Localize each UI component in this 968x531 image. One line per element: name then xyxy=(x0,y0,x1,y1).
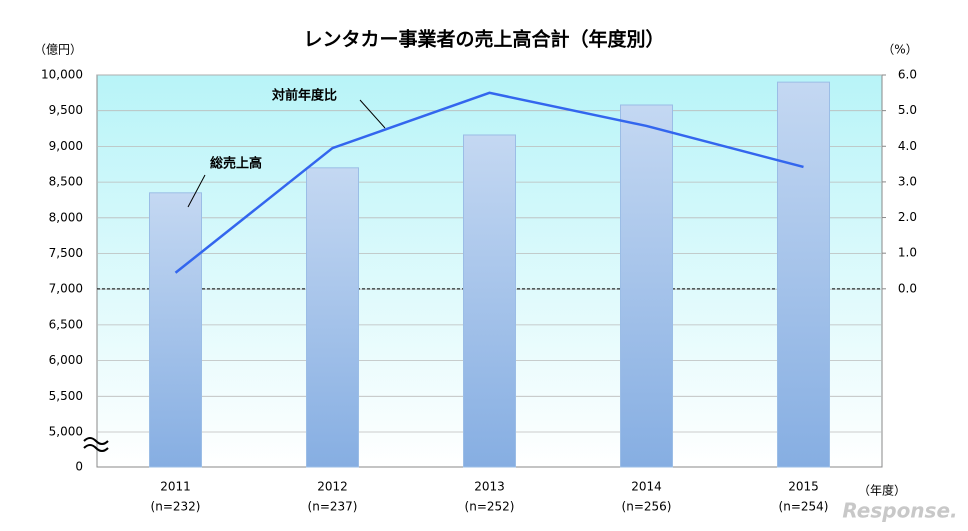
y2-unit: （%） xyxy=(882,43,917,57)
leader xyxy=(359,99,386,129)
bar xyxy=(149,192,202,468)
bar xyxy=(620,104,673,468)
watermark: Response. xyxy=(842,499,957,523)
leader xyxy=(187,174,206,208)
y-tick-label: 9,000 xyxy=(49,139,83,153)
x-tick-label: 2014 xyxy=(631,480,662,494)
x-tick-note: (n=237) xyxy=(308,500,358,514)
x-tick-note: (n=252) xyxy=(465,500,515,514)
y-tick-label: 7,500 xyxy=(49,246,83,260)
y2-tick-label: 1.0 xyxy=(898,246,917,260)
y2-tick-label: 2.0 xyxy=(898,210,917,224)
axis-break xyxy=(83,437,109,452)
x-tick-label: 2011 xyxy=(160,480,191,494)
series-label: 総売上高 xyxy=(210,156,262,172)
bar xyxy=(463,134,516,468)
y-tick-label: 5,000 xyxy=(49,425,83,439)
y2-tick-label: 3.0 xyxy=(898,174,917,188)
x-tick-label: 2015 xyxy=(788,480,819,494)
x-tick-note: (n=254) xyxy=(779,500,829,514)
y-tick-label: 9,500 xyxy=(49,103,83,117)
bar xyxy=(306,167,359,468)
y2-tick-label: 0.0 xyxy=(898,281,917,295)
y-tick-label: 8,500 xyxy=(49,175,83,189)
line xyxy=(174,91,804,274)
x-unit: （年度） xyxy=(858,483,906,498)
y2-tick-label: 4.0 xyxy=(898,139,917,153)
x-tick-note: (n=232) xyxy=(151,500,201,514)
y-unit: （億円） xyxy=(34,43,82,57)
chart-title: レンタカー事業者の売上高合計（年度別） xyxy=(303,28,664,51)
y-tick-label: 5,500 xyxy=(49,389,83,403)
x-tick-note: (n=256) xyxy=(622,500,672,514)
y-tick-label: 8,000 xyxy=(49,210,83,224)
bar xyxy=(777,81,830,468)
y2-tick-label: 5.0 xyxy=(898,103,917,117)
y-tick-label: 6,000 xyxy=(49,353,83,367)
y-tick-label: 7,000 xyxy=(49,282,83,296)
y2-tick-label: 6.0 xyxy=(898,68,917,82)
y-tick-label: 6,500 xyxy=(49,317,83,331)
y-tick-label: 0 xyxy=(75,460,83,474)
series-label: 対前年度比 xyxy=(271,88,337,104)
x-tick-label: 2013 xyxy=(474,480,505,494)
y-tick-label: 10,000 xyxy=(41,68,83,82)
x-tick-label: 2012 xyxy=(317,480,348,494)
